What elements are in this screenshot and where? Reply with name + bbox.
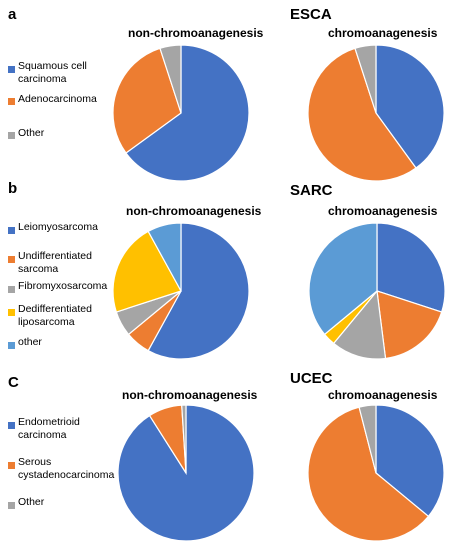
panel-title-sarc: SARC: [290, 182, 333, 199]
legend-swatch-b-2: [8, 286, 15, 293]
legend-swatch-c-1: [8, 462, 15, 469]
pie-slice-other: [181, 404, 187, 474]
pie-slice-other: [354, 44, 377, 114]
legend-swatch-c-0: [8, 422, 15, 429]
pie-slice-other: [147, 222, 182, 292]
chart-title-c-right: chromoanagenesis: [328, 388, 438, 402]
pie-slice-serous-cystadenocarcinoma: [307, 406, 430, 542]
legend-label-b-2: Fibromyxosarcoma: [18, 280, 108, 292]
legend-label-c-1: Serous cystadenocarcinoma: [18, 456, 115, 481]
pie-slice-fibromyxosarcoma: [332, 289, 387, 360]
legend-swatch-b-0: [8, 227, 15, 234]
legend-label-b-1: Undifferentiated sarcoma: [18, 250, 92, 275]
legend-swatch-a-2: [8, 132, 15, 139]
pie-slice-adenocarcinoma: [307, 47, 417, 182]
chart-title-c-left: non-chromoanagenesis: [122, 388, 258, 402]
pie-slice-squamous-cell-carcinoma: [125, 44, 250, 182]
chart-title-b-right: chromoanagenesis: [328, 204, 438, 218]
legend-swatch-b-1: [8, 256, 15, 263]
pie-slice-squamous-cell-carcinoma: [375, 44, 445, 169]
pie-slice-undifferentiated-sarcoma: [376, 290, 443, 360]
pie-slice-fibromyxosarcoma: [115, 290, 182, 336]
legend-label-b-0: Leiomyosarcoma: [18, 221, 98, 233]
pie-slice-endometrioid-carcinoma: [375, 404, 445, 518]
panel-letter-b: b: [8, 180, 18, 197]
panel-title-ucec: UCEC: [290, 370, 333, 387]
legend-label-a-0: Squamous cell carcinoma: [18, 60, 87, 85]
legend-label-a-1: Adenocarcinoma: [18, 93, 97, 105]
chart-title-a-right: chromoanagenesis: [328, 26, 438, 40]
legend-label-c-0: Endometrioid carcinoma: [18, 416, 80, 441]
pie-slice-leiomyosarcoma: [147, 222, 250, 360]
legend-swatch-a-0: [8, 66, 15, 73]
pie-slice-other: [159, 44, 182, 114]
pie-slice-other: [358, 404, 377, 474]
panel-letter-c: C: [8, 374, 19, 391]
legend-swatch-b-3: [8, 309, 15, 316]
pie-slice-undifferentiated-sarcoma: [127, 290, 182, 352]
legend-label-b-3: Dedifferentiated liposarcoma: [18, 303, 92, 328]
chart-title-a-left: non-chromoanagenesis: [128, 26, 264, 40]
pie-slice-serous-cystadenocarcinoma: [148, 404, 187, 474]
panel-title-esca: ESCA: [290, 6, 332, 23]
legend-label-a-2: Other: [18, 127, 45, 139]
panel-letter-a: a: [8, 6, 17, 23]
legend-label-b-4: other: [18, 336, 42, 348]
pie-slice-dedifferentiated-liposarcoma: [112, 230, 182, 313]
legend-swatch-c-2: [8, 502, 15, 509]
legend-label-c-2: Other: [18, 496, 45, 508]
pie-slice-leiomyosarcoma: [376, 222, 446, 313]
chart-title-b-left: non-chromoanagenesis: [126, 204, 262, 218]
legend-swatch-b-4: [8, 342, 15, 349]
pie-slice-dedifferentiated-liposarcoma: [323, 290, 378, 345]
pie-slice-other: [308, 222, 378, 336]
pie-slice-endometrioid-carcinoma: [117, 404, 255, 542]
legend-swatch-a-1: [8, 98, 15, 105]
